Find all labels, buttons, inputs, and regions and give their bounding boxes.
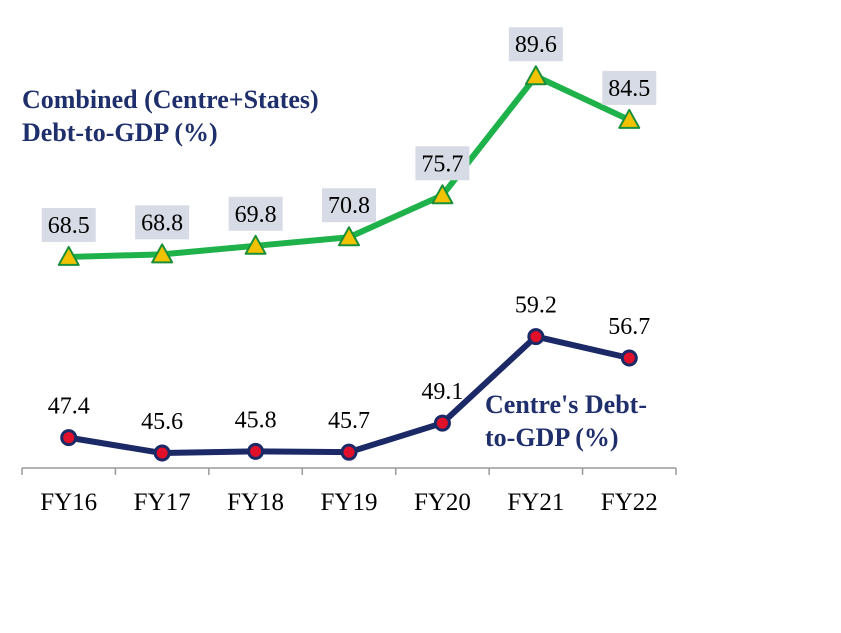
centre-data-point: [247, 442, 265, 460]
centre-data-label: 59.2: [515, 293, 557, 319]
combined-data-point: [151, 243, 174, 264]
x-tick-label: FY22: [601, 489, 658, 516]
x-tick-label: FY18: [227, 489, 284, 516]
centre-series-title: Centre's Debt- to-GDP (%): [485, 388, 647, 454]
combined-data-label-box: [41, 207, 96, 242]
combined-data-label: 84.5: [608, 76, 650, 102]
x-tick-label: FY16: [40, 489, 97, 516]
centre-data-label: 47.4: [48, 394, 90, 420]
x-tick-label: FY20: [414, 489, 471, 516]
centre-data-label: 45.7: [328, 408, 370, 434]
combined-data-point: [57, 245, 80, 266]
centre-data-label: 49.1: [421, 379, 463, 405]
centre-data-label: 45.8: [235, 407, 277, 433]
combined-data-label: 75.7: [421, 151, 463, 177]
centre-data-point: [620, 349, 638, 367]
combined-data-label: 89.6: [515, 32, 557, 58]
combined-data-point: [244, 234, 267, 255]
combined-data-point: [618, 108, 641, 129]
x-tick-label: FY17: [134, 489, 191, 516]
combined-series-title-line-2: Debt-to-GDP (%): [22, 118, 218, 147]
combined-data-point: [524, 65, 547, 86]
combined-data-label-box: [322, 188, 376, 223]
combined-data-label: 68.8: [141, 210, 183, 236]
combined-series-title-line-1: Combined (Centre+States): [22, 85, 319, 114]
combined-data-label-box: [228, 196, 283, 231]
combined-series-title: Combined (Centre+States) Debt-to-GDP (%): [22, 83, 319, 149]
combined-data-label: 70.8: [328, 193, 370, 219]
centre-series-title-line-1: Centre's Debt-: [485, 390, 647, 419]
combined-data-label-box: [602, 70, 657, 105]
combined-data-point: [431, 184, 454, 205]
combined-data-label: 69.8: [235, 202, 277, 228]
combined-data-label-box: [415, 146, 470, 181]
centre-data-point: [527, 328, 545, 346]
centre-data-label: 45.6: [141, 409, 183, 435]
centre-series-title-line-2: to-GDP (%): [485, 423, 619, 452]
centre-data-point: [433, 414, 451, 432]
centre-data-point: [60, 429, 78, 447]
x-tick-label: FY21: [507, 489, 564, 516]
centre-data-point: [153, 444, 171, 462]
centre-data-point: [340, 443, 358, 461]
centre-data-label: 56.7: [608, 314, 650, 340]
combined-data-label: 68.5: [48, 213, 90, 239]
centre-series-line: [65, 333, 633, 457]
combined-data-point: [338, 226, 360, 247]
combined-data-label-box: [508, 27, 563, 62]
combined-data-label-box: [135, 205, 190, 240]
x-tick-label: FY19: [321, 489, 378, 516]
